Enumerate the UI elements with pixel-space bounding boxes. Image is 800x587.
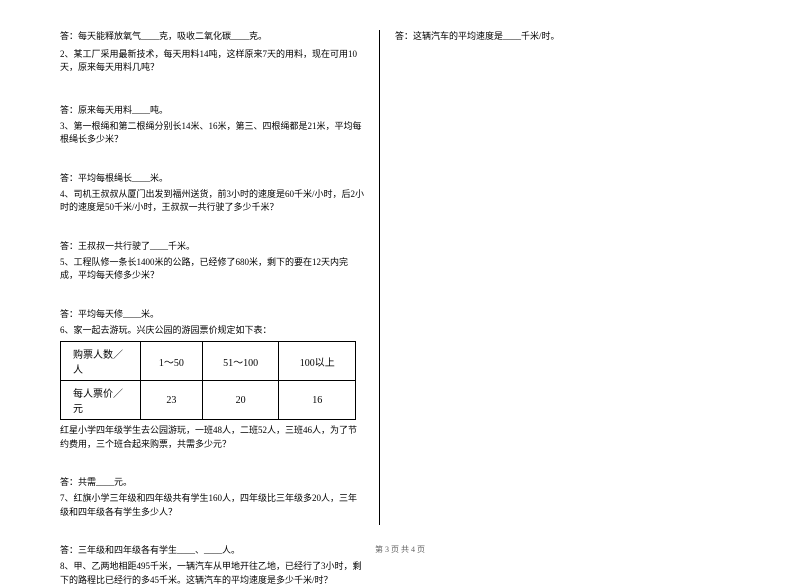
ticket-table: 购票人数／人 1～50 51～100 100以上 每人票价／元 23 20 16: [60, 341, 364, 420]
q4-answer: 答：王叔叔一共行驶了____千米。: [60, 239, 364, 252]
q4-text: 4、司机王叔叔从厦门出发到福州送货，前3小时的速度是60千米/小时，后2小时的速…: [60, 188, 364, 215]
q8-answer: 答：这辆汽车的平均速度是____千米/时。: [395, 30, 700, 44]
table-cell: 16: [279, 381, 356, 420]
q5-answer: 答：平均每天修____米。: [60, 307, 364, 320]
table-cell: 23: [141, 381, 203, 420]
table-cell: 20: [202, 381, 279, 420]
content-area: 答：每天能释放氧气____克，吸收二氧化碳____克。 2、某工厂采用最新技术，…: [60, 30, 740, 525]
q8-text: 8、甲、乙两地相距495千米，一辆汽车从甲地开往乙地，已经行了3小时，剩下的路程…: [60, 560, 364, 587]
q3-text: 3、第一根绳和第二根绳分别长14米、16米，第三、四根绳都是21米，平均每根绳长…: [60, 120, 364, 147]
q2-text: 2、某工厂采用最新技术，每天用料14吨，这样原来7天的用料，现在可用10天，原来…: [60, 48, 364, 75]
q1-answer: 答：每天能释放氧气____克，吸收二氧化碳____克。: [60, 30, 364, 44]
page-footer: 第 3 页 共 4 页: [60, 544, 740, 555]
table-cell: 100以上: [279, 342, 356, 381]
table-cell: 51～100: [202, 342, 279, 381]
q6-text: 6、家一起去游玩。兴庆公园的游园票价规定如下表：: [60, 324, 364, 338]
q7-text: 7、红旗小学三年级和四年级共有学生160人，四年级比三年级多20人，三年级和四年…: [60, 492, 364, 519]
table-row: 购票人数／人 1～50 51～100 100以上: [61, 342, 356, 381]
table-cell: 1～50: [141, 342, 203, 381]
table-row: 每人票价／元 23 20 16: [61, 381, 356, 420]
q5-text: 5、工程队修一条长1400米的公路，已经修了680米，剩下的要在12天内完成，平…: [60, 256, 364, 283]
table-header-cell: 每人票价／元: [61, 381, 141, 420]
right-column: 答：这辆汽车的平均速度是____千米/时。: [380, 30, 700, 525]
q6-answer: 答：共需____元。: [60, 475, 364, 488]
left-column: 答：每天能释放氧气____克，吸收二氧化碳____克。 2、某工厂采用最新技术，…: [60, 30, 380, 525]
q3-answer: 答：平均每根绳长____米。: [60, 171, 364, 184]
q6-text2: 红星小学四年级学生去公园游玩，一班48人，二班52人，三班46人，为了节约费用，…: [60, 424, 364, 451]
q2-answer: 答：原来每天用料____吨。: [60, 103, 364, 116]
table-header-cell: 购票人数／人: [61, 342, 141, 381]
